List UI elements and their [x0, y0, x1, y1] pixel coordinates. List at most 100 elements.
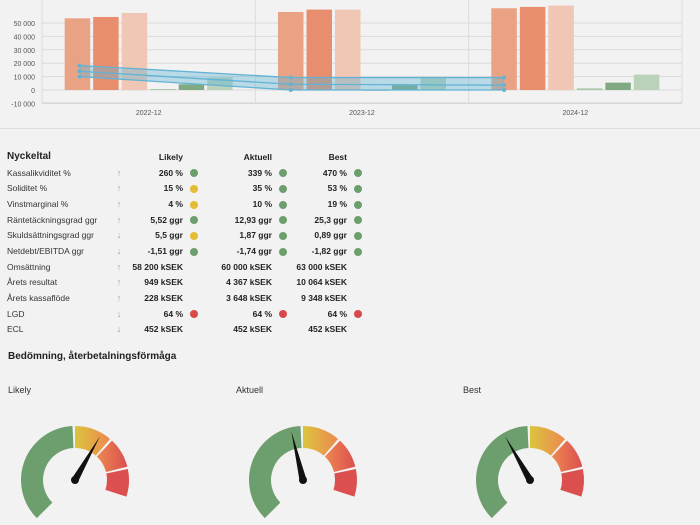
status-dot-icon — [190, 200, 198, 209]
bar[interactable] — [121, 12, 148, 91]
line-point[interactable] — [288, 82, 293, 87]
gauge-segment — [303, 426, 339, 456]
bar[interactable] — [633, 74, 660, 90]
bar[interactable] — [605, 82, 631, 90]
kpi-row: Kassalikviditet % ↑ 260 % 339 % 470 % — [4, 165, 367, 181]
kpi-value: -1,51 ggr — [147, 245, 183, 256]
gauge-likely — [21, 426, 130, 519]
status-dot-icon — [190, 247, 198, 256]
kpi-value: 228 kSEK — [144, 293, 183, 304]
y-tick-label: 0 — [31, 88, 35, 95]
status-cell — [274, 290, 292, 306]
y-tick-label: 50 000 — [14, 21, 36, 28]
column-likely: Likely — [158, 151, 183, 162]
y-tick-label: -10 000 — [11, 101, 35, 108]
kpi-table: Nyckeltal Likely Aktuell Best Kassalikvi… — [4, 149, 367, 337]
bar[interactable] — [150, 89, 176, 90]
gauge-best — [476, 426, 584, 519]
line-point[interactable] — [502, 88, 507, 92]
kpi-value: 452 kSEK — [144, 324, 183, 335]
bar[interactable] — [420, 77, 447, 90]
line-point[interactable] — [77, 74, 82, 79]
gauge-needle — [505, 436, 534, 482]
trend-arrow-icon: ↑ — [116, 198, 122, 209]
status-dot-icon — [354, 310, 362, 319]
status-cell — [349, 290, 367, 306]
bar[interactable] — [548, 5, 574, 90]
bar[interactable] — [576, 88, 603, 90]
status-cell — [185, 180, 203, 196]
gauge-segment — [333, 469, 357, 497]
kpi-value: 5,52 ggr — [150, 214, 183, 225]
status-dot-icon — [279, 310, 287, 319]
trend-arrow-icon: ↓ — [116, 308, 122, 319]
kpi-name: Skuldsättningsgrad ggr — [7, 230, 94, 241]
gauge-segment — [105, 469, 130, 497]
kpi-value: 63 000 kSEK — [296, 261, 347, 272]
section-divider — [0, 128, 700, 129]
gauge-label-likely: Likely — [8, 385, 32, 395]
status-cell — [274, 275, 292, 291]
status-dot-icon — [279, 184, 287, 193]
gauge-segment — [324, 440, 356, 473]
status-cell — [185, 322, 203, 338]
status-dot-icon — [354, 184, 362, 193]
line-point[interactable] — [288, 75, 293, 80]
kpi-row: Soliditet % ↑ 15 % 35 % 53 % — [4, 180, 367, 196]
gauge-segment — [96, 440, 128, 473]
trend-arrow-icon: ↑ — [116, 277, 122, 288]
line-point[interactable] — [77, 63, 82, 68]
kpi-name: ECL — [7, 324, 24, 335]
bar[interactable] — [64, 18, 91, 91]
kpi-row: Räntetäckningsgrad ggr ↑ 5,52 ggr 12,93 ggr… — [4, 212, 367, 228]
column-best: Best — [328, 151, 347, 162]
status-dot-icon — [190, 216, 198, 225]
gauge-needle — [291, 431, 307, 481]
status-cell — [185, 165, 203, 181]
status-cell — [274, 259, 292, 275]
kpi-row: Årets kassaflöde ↑ 228 kSEK 3 648 kSEK 9 348… — [4, 290, 367, 306]
gauge-segment — [530, 426, 566, 456]
kpi-value: 64 % — [252, 308, 272, 319]
kpi-value: 0,89 ggr — [314, 230, 347, 241]
kpi-value: -1,82 ggr — [311, 245, 347, 256]
x-tick-label: 2022-12 — [136, 110, 162, 117]
line-point[interactable] — [502, 75, 507, 80]
bar[interactable] — [392, 85, 418, 90]
status-dot-icon — [279, 247, 287, 256]
gauge-segment — [249, 426, 302, 519]
kpi-value: 9 348 kSEK — [301, 293, 347, 304]
kpi-name: Netdebt/EBITDA ggr — [7, 245, 85, 256]
kpi-name: Kassalikviditet % — [7, 167, 71, 178]
trend-arrow-icon: ↑ — [116, 293, 122, 304]
bar[interactable] — [178, 84, 205, 90]
x-tick-label: 2023-12 — [349, 110, 375, 117]
kpi-name: Omsättning — [7, 261, 51, 272]
kpi-value: 949 kSEK — [144, 277, 183, 288]
status-cell — [185, 196, 203, 212]
bar[interactable] — [306, 9, 333, 91]
status-dot-icon — [279, 169, 287, 178]
status-dot-icon — [354, 200, 362, 209]
status-cell — [185, 243, 203, 259]
kpi-value: 15 % — [163, 183, 183, 194]
status-cell — [274, 306, 292, 322]
kpi-name: Soliditet % — [7, 183, 48, 194]
status-cell — [349, 180, 367, 196]
line-point[interactable] — [502, 83, 507, 88]
trend-arrow-icon: ↑ — [116, 183, 122, 194]
status-dot-icon — [190, 169, 198, 178]
status-dot-icon — [279, 200, 287, 209]
kpi-value: 19 % — [327, 198, 347, 209]
status-dot-icon — [190, 232, 198, 241]
status-dot-icon — [354, 247, 362, 256]
status-cell — [349, 243, 367, 259]
kpi-row: ECL ↓ 452 kSEK 452 kSEK 452 kSEK — [4, 322, 367, 338]
line-point[interactable] — [288, 88, 293, 92]
bar[interactable] — [335, 9, 361, 91]
bar[interactable] — [519, 6, 546, 91]
kpi-row: Vinstmarginal % ↑ 4 % 10 % 19 % — [4, 196, 367, 212]
line-point[interactable] — [77, 69, 82, 74]
gauge-label-best: Best — [463, 385, 482, 395]
kpi-value: 1,87 ggr — [239, 230, 272, 241]
